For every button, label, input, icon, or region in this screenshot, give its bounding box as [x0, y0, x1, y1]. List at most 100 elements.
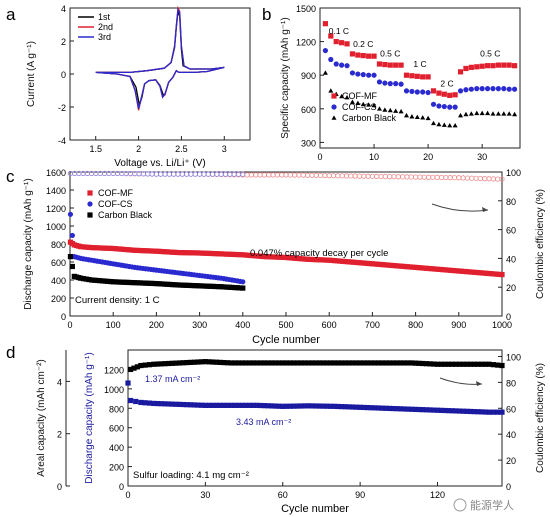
panel-b-point-COF-MF	[398, 62, 404, 68]
panel-b-point-COF-CS	[511, 86, 518, 92]
panel-c-point-COF-MF-ce	[443, 174, 449, 181]
panel-b-point-Carbon Black	[376, 106, 382, 111]
panel-b-point-Carbon Black	[382, 107, 388, 112]
panel-d-point-ce	[142, 362, 148, 368]
panel-c-point-COF-MF-ce	[257, 172, 263, 178]
panel-b-point-Carbon Black	[414, 114, 420, 119]
panel-c-point-COF-MF-ce	[261, 172, 267, 178]
panel-b-point-COF-CS	[409, 88, 415, 95]
panel-b-point-Carbon Black	[495, 111, 501, 116]
panel-d-y-tick-label: 800	[109, 404, 124, 414]
panel-b-rate-label: 1 C	[413, 59, 426, 69]
panel-b-point-Carbon Black	[366, 102, 372, 107]
panel-c-point-COF-MF-ce	[404, 174, 410, 180]
panel-label-d: d	[6, 343, 15, 362]
panel-d-y2-axis-label: Coulombic efficiency (%)	[535, 363, 546, 473]
panel-c-point-COF-MF-ce	[438, 174, 445, 181]
panel-c-point-COF-CS-ce	[158, 171, 164, 177]
panel-b-point-COF-CS	[495, 86, 501, 92]
panel-b-point-COF-CS	[371, 72, 377, 78]
panel-c-x-tick-label: 600	[322, 320, 337, 330]
panel-d-y-axis-label: Discharge capacity (mAh g⁻¹)	[84, 352, 95, 483]
panel-a-y-tick-label: -2	[58, 103, 66, 113]
panel-c-point-COF-CS	[69, 232, 75, 239]
panel-a-legend-label: 1st	[98, 12, 111, 22]
panel-d-x-axis-label: Cycle number	[281, 503, 349, 515]
panel-b-point-Carbon Black	[393, 108, 399, 113]
panel-c-point-COF-CS	[67, 211, 74, 217]
panel-c-legend-marker	[87, 190, 93, 196]
panel-b-point-Carbon Black	[409, 114, 415, 119]
panel-b-point-Carbon Black	[441, 122, 447, 127]
panel-a: 1.5 2 2.5 3 -4 -2 0 2 4 Voltage vs. Li/Li⁺ (V) Cur…	[26, 4, 251, 169]
panel-c-y2-tick-label: 0	[506, 312, 511, 322]
panel-b-point-COF-CS	[468, 86, 474, 92]
panel-c-point-COF-MF-ce	[391, 174, 397, 180]
panel-c-point-COF-MF-ce	[490, 176, 496, 182]
panel-d-point-ce	[495, 362, 501, 368]
panel-b-point-COF-MF	[490, 63, 496, 69]
panel-b-point-COF-CS	[393, 81, 399, 87]
panel-c-point-Carbon Black	[67, 253, 74, 260]
panel-c-point-COF-MF-ce	[460, 175, 466, 181]
panel-b-legend-marker	[331, 115, 337, 120]
panel-b-point-COF-MF	[339, 40, 345, 46]
panel-b-point-Carbon Black	[436, 121, 442, 127]
panel-d-y-tick-label: 400	[109, 443, 124, 453]
panel-c-point-COF-MF-ce	[348, 173, 354, 179]
panel-b-legend-label: COF-CS	[342, 102, 377, 112]
panel-d-outer-tick-label: 4	[57, 377, 62, 387]
panel-b-point-COF-CS	[382, 80, 388, 86]
panel-c-point-COF-MF-ce	[417, 174, 423, 180]
panel-c-point-COF-MF-ce	[486, 176, 492, 182]
panel-c-point-COF-MF-ce	[361, 173, 367, 179]
panel-b-point-COF-MF	[360, 53, 366, 59]
panel-b-point-COF-MF	[430, 88, 437, 94]
panel-b-point-Carbon Black	[468, 111, 474, 116]
panel-c-point-COF-MF-ce	[464, 175, 471, 181]
panel-c-legend-marker	[87, 212, 93, 218]
panel-b-plot-frame	[319, 7, 521, 149]
panel-c: 0 100 200 300 400 500 600 700 800 900 100002004006…	[23, 168, 546, 346]
panel-d-y2-tick-label: 40	[506, 430, 516, 440]
panel-b-point-Carbon Black	[349, 99, 355, 104]
panel-b-point-COF-CS	[355, 71, 361, 77]
panel-b-point-COF-MF	[436, 90, 442, 96]
panel-d-point-ce	[490, 362, 497, 368]
panel-b-rate-label: 0.5 C	[480, 49, 500, 59]
panel-b-point-COF-MF	[474, 64, 480, 70]
panel-c-point-COF-MF-ce	[322, 172, 328, 179]
panel-c-point-COF-CS-ce	[175, 171, 181, 177]
panel-c-arrow-head	[482, 207, 488, 212]
panel-d-point-capacity	[133, 398, 139, 405]
panel-d-y2-tick-label: 100	[506, 352, 521, 362]
panel-c-point-COF-CS-ce	[166, 171, 172, 177]
panel-b-point-COF-CS	[501, 86, 507, 92]
panel-d-plot-frame	[127, 349, 503, 487]
panel-b-rate-label: 2 C	[440, 78, 453, 88]
panel-d-x-tick-label: 90	[355, 490, 365, 500]
panel-c-point-COF-MF-ce	[434, 174, 440, 180]
panel-b-point-COF-MF	[495, 62, 501, 68]
panel-b-y-tick-label: 900	[301, 71, 316, 81]
panel-b-point-COF-CS	[490, 86, 496, 92]
panel-b-point-COF-CS	[425, 89, 431, 96]
panel-b-point-COF-CS	[398, 81, 404, 87]
panel-c-point-COF-MF-ce	[447, 175, 453, 181]
panel-d-x-tick-label: 120	[430, 490, 445, 500]
panel-c-point-COF-MF-ce	[425, 174, 432, 180]
panel-b-point-COF-MF	[349, 51, 356, 57]
panel-a-plot-frame	[69, 7, 251, 141]
panel-d-point-capacity	[490, 409, 497, 415]
panel-a-x-axis-label: Voltage vs. Li/Li⁺ (V)	[114, 158, 205, 169]
panel-b-legend-label: COF-MF	[342, 91, 377, 101]
panel-c-point-COF-CS-ce	[188, 171, 194, 177]
panel-b-point-COF-CS	[430, 101, 437, 107]
panel-c-y-tick-label: 1600	[46, 168, 66, 178]
panel-c-point-COF-MF-ce	[270, 172, 276, 178]
panel-c-point-COF-MF-ce	[456, 175, 462, 181]
panel-b-point-Carbon Black	[458, 112, 464, 118]
panel-c-point-Carbon Black	[240, 285, 246, 291]
panel-b-point-COF-CS	[366, 72, 372, 78]
